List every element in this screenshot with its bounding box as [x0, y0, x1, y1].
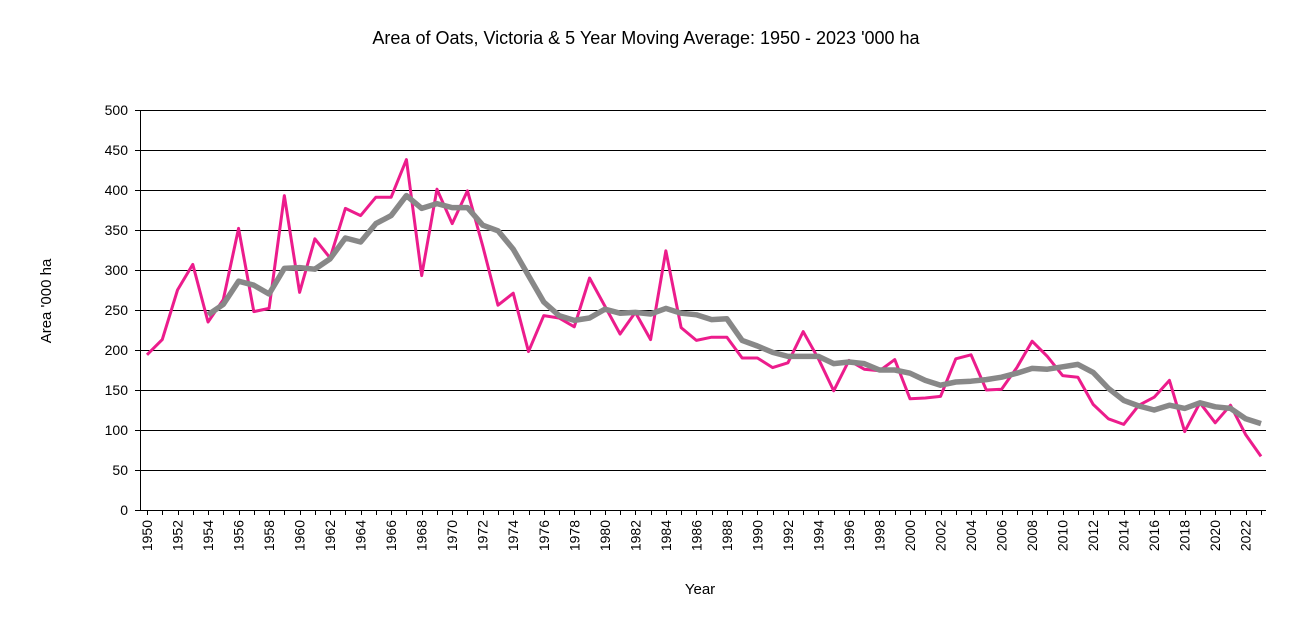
series-line-moving-average — [206, 192, 1262, 427]
y-tick-label: 50 — [112, 462, 128, 478]
series-line-area-of-oats — [145, 158, 1263, 458]
x-axis-label: Year — [685, 581, 715, 598]
x-tick-label: 2006 — [994, 520, 1010, 551]
x-tick-label: 2002 — [933, 520, 949, 551]
x-tick-label: 1952 — [170, 520, 186, 551]
x-tick-label: 2012 — [1085, 520, 1101, 551]
x-tick-label: 1960 — [292, 520, 308, 551]
y-tick-labels: 0 50 100 150 200 250 300 350 400 450 500 — [105, 102, 129, 518]
x-tick-label: 2022 — [1238, 520, 1254, 551]
chart-title: Area of Oats, Victoria & 5 Year Moving A… — [372, 28, 920, 48]
x-tick-label: 2008 — [1024, 520, 1040, 551]
x-tick-label: 1980 — [597, 520, 613, 551]
x-tick-label: 1992 — [780, 520, 796, 551]
series — [145, 158, 1263, 458]
x-tick-label: 1986 — [688, 520, 704, 551]
x-tick-label: 1968 — [414, 520, 430, 551]
axes — [135, 110, 1266, 515]
y-axis-label: Area '000 ha — [38, 258, 55, 343]
x-tick-label: 1950 — [139, 520, 155, 551]
y-tick-label: 450 — [105, 142, 129, 158]
x-tick-label: 1964 — [353, 520, 369, 551]
x-tick-label: 1972 — [475, 520, 491, 551]
y-tick-label: 300 — [105, 262, 129, 278]
y-tick-label: 250 — [105, 302, 129, 318]
x-tick-label: 2016 — [1146, 520, 1162, 551]
y-tick-label: 500 — [105, 102, 129, 118]
x-tick-label: 1996 — [841, 520, 857, 551]
y-tick-label: 100 — [105, 422, 129, 438]
x-tick-label: 2004 — [963, 520, 979, 551]
x-tick-label: 1994 — [810, 520, 826, 551]
x-tick-label: 2020 — [1207, 520, 1223, 551]
x-tick-label: 1954 — [200, 520, 216, 551]
x-tick-label: 1990 — [749, 520, 765, 551]
x-tick-label: 1958 — [261, 520, 277, 551]
y-tick-label: 0 — [120, 502, 128, 518]
x-tick-label: 1982 — [627, 520, 643, 551]
y-tick-label: 400 — [105, 182, 129, 198]
x-tick-label: 2000 — [902, 520, 918, 551]
x-tick-label: 2010 — [1055, 520, 1071, 551]
y-tick-label: 350 — [105, 222, 129, 238]
x-tick-label: 1974 — [505, 520, 521, 551]
x-tick-label: 1998 — [871, 520, 887, 551]
x-tick-labels: 1950 1952 1954 1956 1958 1960 1962 1964 1966 1968… — [139, 520, 1254, 551]
x-tick-label: 2018 — [1177, 520, 1193, 551]
x-tick-label: 1956 — [231, 520, 247, 551]
x-tick-label: 1976 — [536, 520, 552, 551]
gridlines — [140, 110, 1266, 471]
x-tick-label: 1962 — [322, 520, 338, 551]
x-tick-label: 1988 — [719, 520, 735, 551]
x-tick-label: 1966 — [383, 520, 399, 551]
x-tick-label: 2014 — [1116, 520, 1132, 551]
x-tick-label: 1970 — [444, 520, 460, 551]
x-tick-label: 1978 — [566, 520, 582, 551]
y-tick-label: 150 — [105, 382, 129, 398]
x-tick-label: 1984 — [658, 520, 674, 551]
y-tick-label: 200 — [105, 342, 129, 358]
